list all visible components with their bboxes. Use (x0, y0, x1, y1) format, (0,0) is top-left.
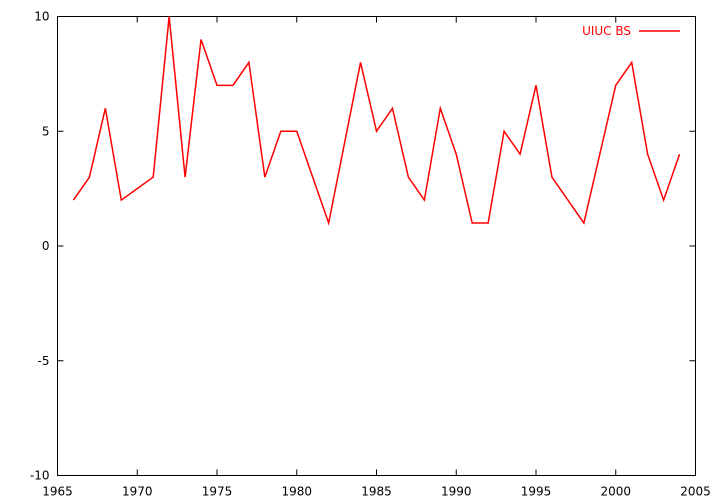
x-tick-label: 1965 (42, 485, 73, 499)
x-axis-tick-labels: 1965 1970 1975 1980 1985 1990 1995 2000 2005 (42, 485, 711, 499)
y-tick-label: -10 (30, 469, 50, 483)
x-tick-label: 2000 (600, 485, 631, 499)
x-tick-label: 1975 (202, 485, 233, 499)
legend: UIUC BS (582, 24, 680, 38)
series-line (72, 16, 681, 226)
x-tick-label: 2005 (680, 485, 711, 499)
series-layer (72, 16, 681, 226)
x-tick-label: 1985 (361, 485, 392, 499)
y-tick-label: 10 (34, 10, 49, 24)
axis-ticks (57, 16, 696, 476)
plot-frame (57, 16, 696, 476)
plot-border (57, 16, 696, 476)
x-tick-label: 1970 (122, 485, 153, 499)
x-tick-label: 1980 (281, 485, 312, 499)
y-axis-tick-labels: -10 -5 0 5 10 (30, 10, 50, 483)
y-tick-label: 5 (42, 124, 50, 138)
x-tick-label: 1995 (521, 485, 552, 499)
y-tick-label: -5 (38, 354, 50, 368)
legend-label: UIUC BS (582, 24, 631, 38)
y-tick-label: 0 (42, 239, 50, 253)
x-tick-label: 1990 (441, 485, 472, 499)
